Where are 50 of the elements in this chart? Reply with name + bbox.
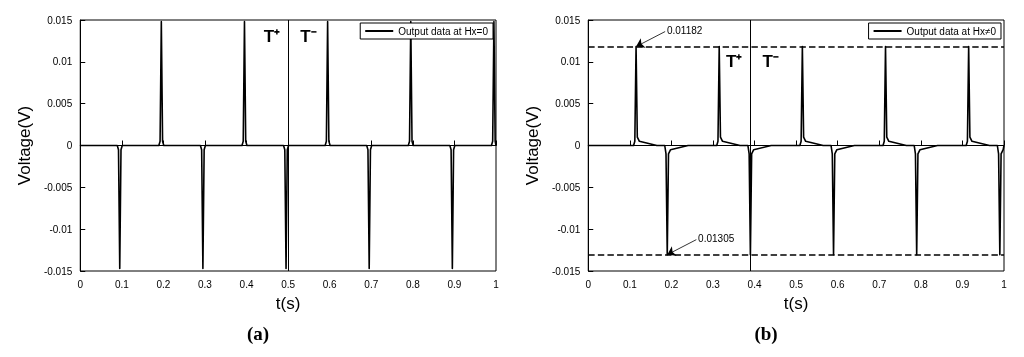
y-tick-label: -0.005 xyxy=(43,181,73,193)
x-tick-label: 0.6 xyxy=(322,278,338,290)
y-tick-label: -0.015 xyxy=(43,265,73,277)
y-tick-label: 0.01 xyxy=(52,56,73,68)
x-tick-label: 0.8 xyxy=(405,278,421,290)
x-axis-title: t(s) xyxy=(783,294,809,313)
legend-label: Output data at Hx=0 xyxy=(398,25,489,37)
x-tick-label: 0.3 xyxy=(706,278,721,290)
y-tick-label: 0.005 xyxy=(47,98,73,110)
x-tick-label: 0.1 xyxy=(622,278,638,290)
x-tick-label: 0.9 xyxy=(447,278,462,290)
x-tick-label: 0.6 xyxy=(830,278,846,290)
y-tick-label: 0.005 xyxy=(555,98,581,110)
y-axis-title: Voltage(V) xyxy=(15,105,34,186)
y-tick-label: 0 xyxy=(66,140,73,151)
text: (a) xyxy=(246,323,270,345)
y-tick-label: -0.015 xyxy=(551,265,581,277)
x-tick-label: 0.2 xyxy=(664,278,679,290)
annotation: 0.01182 xyxy=(666,25,703,37)
x-tick-label: 0.4 xyxy=(239,278,254,290)
text: (b) xyxy=(754,323,778,345)
x-tick-label: 1 xyxy=(1001,278,1008,290)
x-tick-label: 0.9 xyxy=(955,278,970,290)
x-tick-label: 0.1 xyxy=(114,278,130,290)
y-tick-label: -0.01 xyxy=(557,223,581,235)
y-tick-label: -0.005 xyxy=(551,181,581,193)
x-tick-label: 0.8 xyxy=(913,278,929,290)
annotation: 0.01305 xyxy=(698,233,735,245)
y-tick-label: 0.015 xyxy=(555,14,581,26)
x-tick-label: 0.7 xyxy=(872,278,887,290)
annotation: T⁻ xyxy=(762,51,779,71)
x-axis-title: t(s) xyxy=(275,294,301,313)
annotation: T⁺ xyxy=(726,51,743,71)
x-tick-label: 0.5 xyxy=(281,278,296,290)
x-tick-label: 0 xyxy=(585,278,592,290)
x-tick-label: 0.7 xyxy=(364,278,379,290)
x-tick-label: 0.2 xyxy=(156,278,171,290)
y-tick-label: 0.01 xyxy=(560,56,581,68)
x-tick-label: 0.4 xyxy=(747,278,762,290)
annotation: T⁻ xyxy=(300,27,317,46)
x-tick-label: 0.5 xyxy=(789,278,804,290)
x-tick-label: 0 xyxy=(77,278,84,290)
y-axis-title: Voltage(V) xyxy=(523,105,542,186)
legend-label: Output data at Hx≠0 xyxy=(906,25,997,37)
y-tick-label: 0 xyxy=(574,140,581,151)
x-tick-label: 0.3 xyxy=(198,278,213,290)
y-tick-label: -0.01 xyxy=(49,223,73,235)
x-tick-label: 1 xyxy=(493,278,500,290)
annotation: T⁺ xyxy=(263,27,281,46)
y-tick-label: 0.015 xyxy=(47,14,73,26)
